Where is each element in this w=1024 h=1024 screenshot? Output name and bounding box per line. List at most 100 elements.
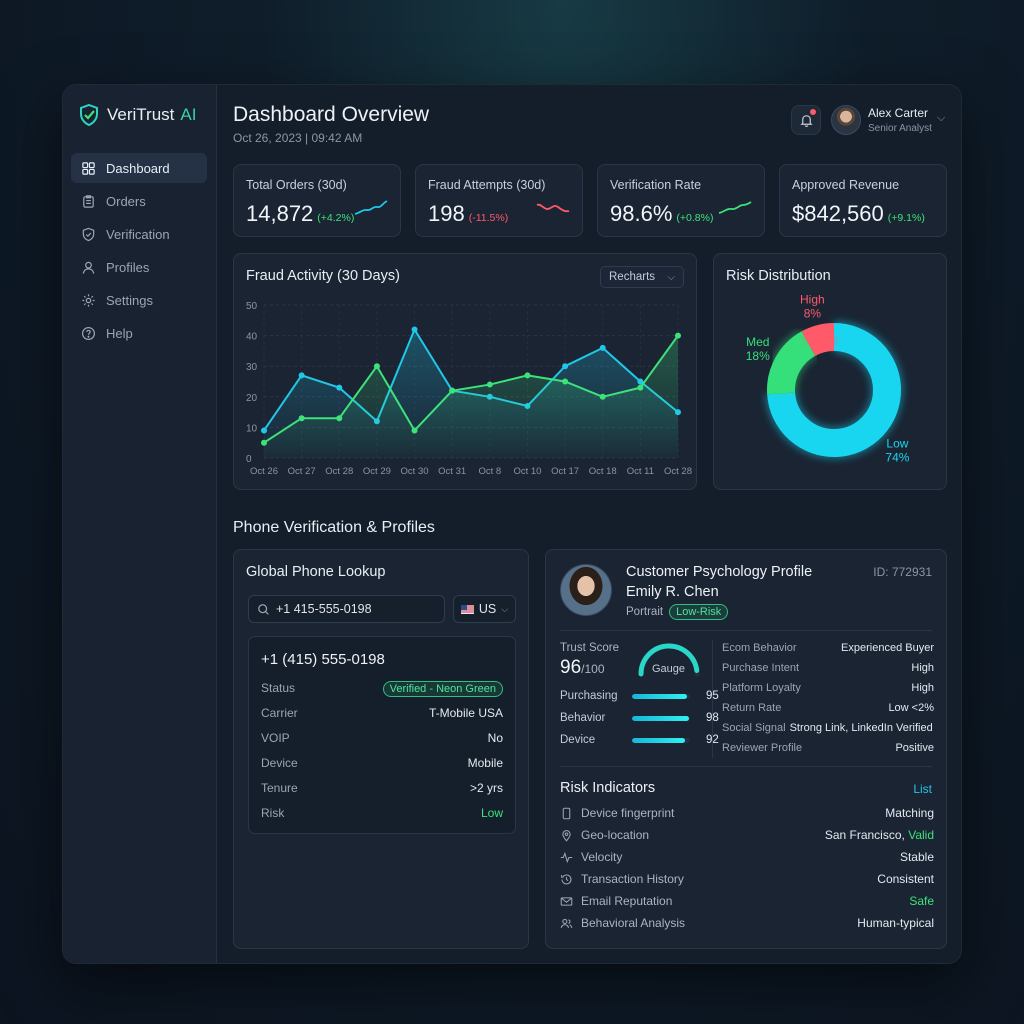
sidebar-item-label: Dashboard [106, 160, 170, 176]
result-row: VOIP No [261, 731, 503, 745]
data-point [562, 363, 569, 370]
country-select[interactable]: US ⌵ [453, 595, 516, 623]
risk-indicator-row: Device fingerprint Matching [560, 806, 934, 820]
sidebar-item-settings[interactable]: Settings [71, 285, 207, 315]
page-date: Oct 26, 2023 | 09:42 AM [233, 131, 363, 145]
grid-icon [82, 161, 95, 175]
chart-title: Fraud Activity (30 Days) [246, 268, 400, 284]
select-value: Recharts [609, 271, 656, 283]
main-content: Dashboard Overview Oct 26, 2023 | 09:42 … [217, 85, 961, 963]
x-tick-label: Oct 18 [589, 466, 617, 477]
kpi-change: (+4.2%) [317, 212, 355, 224]
data-point [411, 326, 418, 333]
kpi-card-total-orders[interactable]: Total Orders (30d) 14,872 (+4.2%) [233, 164, 401, 237]
sidebar: VeriTrust AI Dashboard Orders Verificatio… [63, 85, 217, 963]
country-value: US [478, 602, 497, 616]
slice-value-label: 18% [746, 349, 770, 363]
brand-suffix: AI [180, 105, 197, 124]
card-title: Global Phone Lookup [246, 564, 386, 580]
series-line [263, 335, 679, 444]
risk-indicator-row: Transaction History Consistent [560, 872, 934, 886]
kpi-value: 14,872 (+4.2%) [246, 201, 355, 226]
sidebar-nav: Dashboard Orders Verification Profiles S… [71, 153, 207, 351]
profile-id: ID: 772931 [873, 565, 932, 579]
kpi-card-verification-rate[interactable]: Verification Rate 98.6% (+0.8%) [597, 164, 765, 237]
kpi-value: 98.6% (+0.8%) [610, 201, 714, 226]
user-avatar[interactable] [831, 105, 861, 135]
pin-icon [562, 829, 571, 842]
kpi-card-fraud-attempts[interactable]: Fraud Attempts (30d) 198 (-11.5%) [415, 164, 583, 237]
x-tick-label: Oct 30 [401, 466, 429, 477]
divider [560, 630, 932, 631]
chevron-down-icon: ⌵ [501, 603, 509, 614]
attribute-row: Social Signal Strong Link, LinkedIn Verif… [722, 722, 933, 734]
chart-title: Risk Distribution [726, 268, 831, 284]
x-tick-label: Oct 8 [478, 466, 501, 477]
chevron-down-icon[interactable]: ⌵ [937, 112, 946, 124]
data-point [637, 384, 644, 391]
x-tick-label: Oct 31 [438, 466, 466, 477]
sidebar-item-label: Settings [106, 292, 153, 308]
trust-gauge [638, 643, 700, 677]
status-badge: Verified - Neon Green [382, 681, 503, 697]
fraud-activity-card: Fraud Activity (30 Days) Recharts ⌵ 0 10 20… [233, 253, 697, 490]
subscore-bar [632, 715, 690, 721]
data-point [261, 439, 267, 446]
risk-indicators-title: Risk Indicators [560, 780, 656, 796]
risk-indicator-row: Behavioral Analysis Human-typical [560, 916, 934, 930]
kpi-value: 198 (-11.5%) [428, 201, 509, 226]
result-row: Tenure >2 yrs [261, 781, 503, 795]
y-tick-label: 30 [246, 362, 258, 373]
brand-logo[interactable]: VeriTrust AI [77, 103, 196, 127]
brand-name: VeriTrust [107, 105, 175, 124]
customer-portrait [560, 564, 612, 616]
data-point [449, 387, 456, 394]
phone-search-input[interactable]: +1 415-555-0198 [248, 595, 445, 623]
trust-score-value: 96/100 [560, 657, 605, 678]
risk-badge: Low-Risk [669, 604, 729, 620]
user-role: Senior Analyst [868, 123, 932, 134]
sparkline-up-icon [718, 201, 752, 214]
data-point [562, 378, 569, 385]
sidebar-item-profiles[interactable]: Profiles [71, 252, 207, 282]
y-tick-label: 20 [246, 393, 258, 404]
data-point [336, 415, 343, 422]
x-tick-label: Oct 17 [551, 466, 579, 477]
kpi-card-approved-revenue[interactable]: Approved Revenue $842,560 (+9.1%) [779, 164, 947, 237]
slice-name-label: Low [886, 437, 908, 451]
kpi-change: (+9.1%) [887, 212, 925, 224]
slice-name-label: Med [746, 335, 769, 349]
data-point [411, 427, 418, 434]
data-point [675, 332, 681, 339]
attribute-row: Return Rate Low <2% [722, 702, 934, 714]
sparkline-down-icon [536, 203, 570, 213]
divider [712, 640, 713, 758]
portrait-label: Portrait [626, 606, 664, 618]
app-window: VeriTrust AI Dashboard Orders Verificatio… [62, 84, 962, 964]
pulse-icon [560, 851, 573, 863]
input-value: +1 415-555-0198 [276, 602, 372, 616]
attribute-row: Reviewer Profile Positive [722, 742, 934, 754]
sidebar-item-help[interactable]: Help [71, 318, 207, 348]
chart-library-select[interactable]: Recharts ⌵ [600, 266, 684, 288]
sidebar-item-orders[interactable]: Orders [71, 186, 207, 216]
gauge-fill [638, 643, 700, 677]
result-row: Status Verified - Neon Green [261, 681, 503, 697]
notifications-button[interactable] [791, 105, 821, 135]
risk-list-link[interactable]: List [913, 782, 932, 796]
subscore-device: Device 92 [560, 734, 719, 746]
slice-value-label: 8% [804, 307, 822, 321]
slice-name-label: High [800, 293, 825, 307]
sidebar-item-dashboard[interactable]: Dashboard [71, 153, 207, 183]
subscore-bar [632, 737, 690, 743]
result-row: Risk Low [261, 806, 503, 820]
data-point [298, 372, 305, 379]
phone-icon [562, 807, 571, 819]
page-title: Dashboard Overview [233, 103, 430, 126]
sidebar-item-verification[interactable]: Verification [71, 219, 207, 249]
help-icon [81, 326, 96, 340]
sparkline-up-icon [354, 200, 388, 215]
x-tick-label: Oct 28 [664, 466, 692, 477]
sidebar-item-label: Help [106, 325, 133, 341]
